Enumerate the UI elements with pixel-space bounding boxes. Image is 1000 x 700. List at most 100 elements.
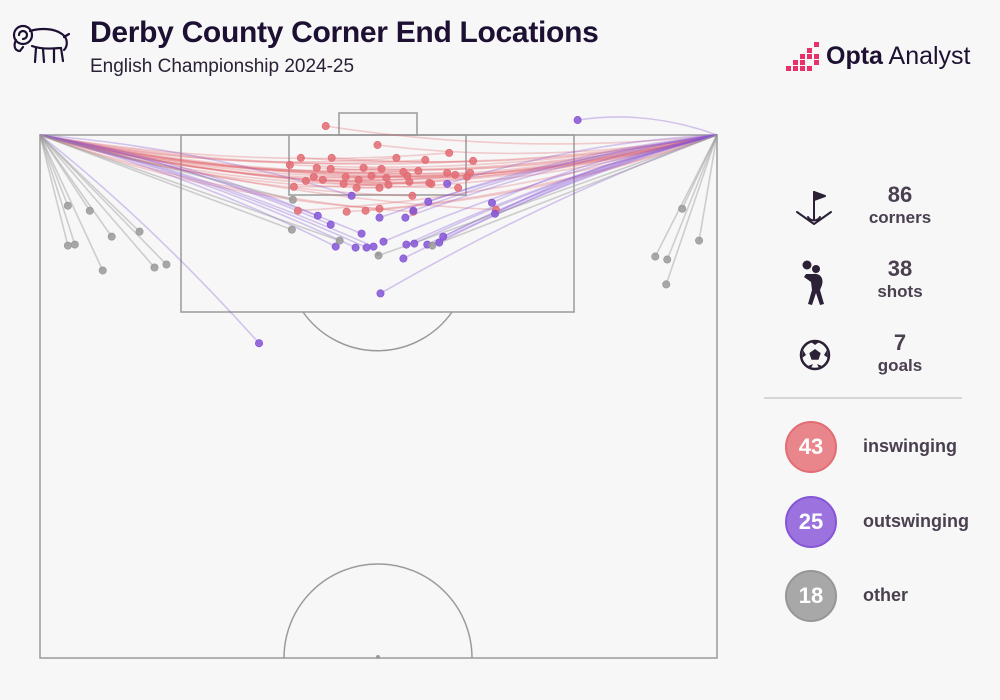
inswinging-trajectory <box>363 134 718 171</box>
inswinging-end-point <box>451 170 460 179</box>
outswinging-end-point <box>362 243 371 252</box>
outswinging-end-point <box>376 289 385 298</box>
outswinging-trajectory <box>413 134 718 245</box>
inswinging-trajectory <box>346 134 718 213</box>
outswinging-trajectory <box>383 134 718 243</box>
outswinging-trajectory <box>446 134 718 185</box>
other-end-point <box>85 206 94 215</box>
inswinging-trajectory <box>39 134 413 197</box>
inswinging-trajectory <box>325 125 718 145</box>
page-title: Derby County Corner End Locations <box>90 16 599 49</box>
other-trajectory <box>39 134 76 245</box>
outswinging-end-point <box>326 220 335 229</box>
inswinging-end-point <box>301 176 310 185</box>
inswinging-end-point <box>375 204 384 213</box>
other-end-point <box>70 240 79 249</box>
outswinging-trajectory <box>380 134 718 295</box>
outswinging-end-point <box>375 213 384 222</box>
inswinging-trajectory <box>331 134 718 163</box>
inswinging-trajectory <box>39 134 448 175</box>
inswinging-end-point <box>321 122 330 131</box>
outswinging-end-point <box>351 243 360 252</box>
inswinging-trajectory <box>343 134 718 185</box>
other-trajectory <box>39 134 293 231</box>
brand-name: Opta Analyst <box>826 42 971 70</box>
inswinging-trajectory <box>39 134 380 210</box>
inswinging-end-point <box>469 156 478 165</box>
outswinging-trajectory <box>379 134 718 219</box>
outswinging-end-point <box>255 339 264 348</box>
other-trajectory <box>39 134 156 269</box>
inswinging-trajectory <box>39 134 456 177</box>
legend-inswinging: 43 inswinging <box>785 421 995 477</box>
inswinging-trajectory <box>39 134 382 172</box>
stat-label: shots <box>877 282 923 301</box>
legend-outswinging: 25 outswinging <box>785 496 995 552</box>
inswinging-end-point <box>425 178 434 187</box>
pitch-outline <box>39 134 718 659</box>
legend-label: other <box>863 585 908 605</box>
inswinging-trajectory <box>297 134 718 212</box>
inswinging-trajectory <box>39 134 426 165</box>
inswinging-end-point <box>414 166 423 175</box>
stat-label: corners <box>868 208 932 227</box>
penalty-arc <box>302 311 453 352</box>
other-end-point <box>335 236 344 245</box>
legend-other: 18 other <box>785 570 995 626</box>
legend-label: outswinging <box>863 511 969 531</box>
outswinging-end-point <box>573 116 582 125</box>
legend-badge: 43 <box>785 421 837 473</box>
outswinging-end-point <box>443 179 452 188</box>
other-trajectory <box>654 134 718 257</box>
other-trajectory <box>39 134 113 238</box>
other-end-point <box>107 232 116 241</box>
other-trajectory <box>665 134 718 285</box>
inswinging-end-point <box>375 183 384 192</box>
legend-label: inswinging <box>863 436 957 456</box>
other-trajectory <box>39 134 91 212</box>
outswinging-end-point <box>439 232 448 241</box>
pitch-markings <box>39 112 718 659</box>
inswinging-trajectory <box>300 134 718 163</box>
other-trajectory <box>39 134 340 242</box>
stat-goals: 7 goals <box>790 330 990 386</box>
stat-value: 86 <box>887 182 913 207</box>
inswinging-end-point <box>361 206 370 215</box>
outswinging-end-point <box>379 237 388 246</box>
other-trajectory <box>39 134 168 266</box>
other-trajectory <box>39 134 104 271</box>
outswinging-end-point <box>401 213 410 222</box>
stat-label: goals <box>877 356 923 375</box>
outswinging-trajectory <box>39 134 356 249</box>
inswinging-end-point <box>352 183 361 192</box>
outswinging-trajectory <box>39 134 332 226</box>
outswinging-trajectory <box>426 134 718 246</box>
other-end-point <box>678 204 687 213</box>
inswinging-end-point <box>341 172 350 181</box>
legend-badge: 18 <box>785 570 837 622</box>
inswinging-trajectory <box>39 134 380 189</box>
centre-circle <box>283 563 473 659</box>
outswinging-end-point <box>399 254 408 263</box>
other-end-point <box>662 280 671 289</box>
corner-flag-icon <box>796 191 832 225</box>
outswinging-trajectory <box>413 134 718 212</box>
outswinging-trajectory <box>39 134 352 197</box>
other-end-point <box>150 263 159 272</box>
other-end-point <box>63 201 72 210</box>
outswinging-trajectory <box>39 134 337 248</box>
inswinging-end-point <box>326 164 335 173</box>
other-trajectory <box>39 134 294 201</box>
outswinging-trajectory <box>438 134 718 244</box>
outswinging-end-point <box>435 238 444 247</box>
inswinging-trajectory <box>39 134 404 174</box>
inswinging-trajectory <box>39 134 459 189</box>
inswinging-end-point <box>327 153 336 162</box>
inswinging-end-point <box>342 207 351 216</box>
outswinging-end-point <box>487 198 496 207</box>
inswinging-trajectory <box>39 134 497 211</box>
stat-value: 7 <box>893 330 907 355</box>
outswinging-end-point <box>409 206 418 215</box>
opta-bars-icon <box>786 42 819 71</box>
